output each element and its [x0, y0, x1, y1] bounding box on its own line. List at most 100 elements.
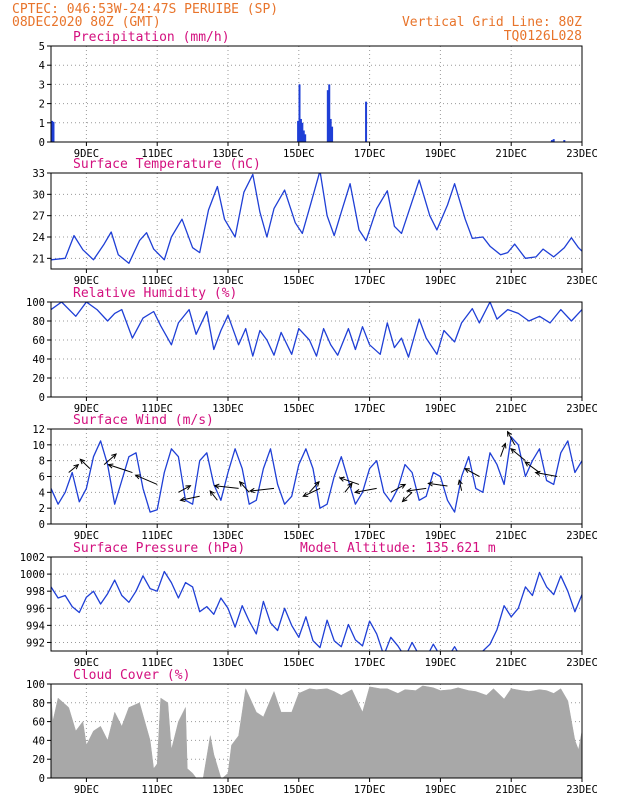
cloud-xtick-label: 11DEC — [141, 784, 173, 796]
panel-precipitation: Precipitation (mm/h) 0 1 2 3 4 5 9DEC 11DEC 13DE… — [39, 30, 598, 160]
wind-vector — [507, 431, 516, 446]
precip-frame — [50, 45, 583, 143]
rh-ytick-label: 40 — [32, 354, 45, 366]
temp-xtick-label: 23DEC — [566, 275, 598, 287]
pressure-frame — [50, 556, 583, 652]
pressure-xtick-label: 21DEC — [495, 657, 527, 669]
wind-arrowhead — [185, 485, 192, 491]
precip-xtick-label: 11DEC — [141, 148, 173, 160]
pressure-xtick-label: 11DEC — [141, 657, 173, 669]
wind-arrowhead — [302, 492, 309, 497]
cloud-frame — [50, 683, 583, 779]
wind-xtick-label: 13DEC — [212, 530, 244, 542]
wind-arrowhead — [457, 479, 463, 486]
wind-ytick-label: 0 — [39, 519, 45, 531]
rh-xtick-label: 11DEC — [141, 403, 173, 415]
cloud-xtick-label: 19DEC — [425, 784, 457, 796]
precip-xtick-label: 19DEC — [425, 148, 457, 160]
precip-bar — [328, 84, 331, 142]
cloud-area — [51, 685, 582, 778]
pressure-ytick-label: 996 — [26, 603, 45, 615]
precip-bar — [299, 118, 302, 142]
wind-ytick-label: 12 — [32, 424, 45, 436]
wind-vector — [344, 482, 353, 493]
cloud-xtick-label: 21DEC — [495, 784, 527, 796]
temp-ytick-label: 21 — [32, 253, 45, 265]
wind-arrowhead — [463, 468, 470, 473]
wind-xtick-label: 11DEC — [141, 530, 173, 542]
wind-vector — [406, 487, 427, 492]
wind-ytick-label: 4 — [39, 487, 45, 499]
precip-ytick-label: 1 — [39, 118, 45, 130]
precip-bar — [326, 90, 329, 142]
wind-arrowhead — [107, 463, 114, 469]
panel-pressure: Surface Pressure (hPa) Model Altitude: 1… — [20, 541, 598, 669]
wind-vector — [180, 495, 200, 501]
precip-ytick-label: 5 — [39, 41, 45, 53]
wind-ytick-label: 8 — [39, 456, 45, 468]
pressure-ytick-label: 992 — [26, 637, 45, 649]
cloud-ytick-label: 80 — [32, 698, 45, 710]
temp-xtick-label: 19DEC — [425, 275, 457, 287]
wind-xtick-label: 17DEC — [354, 530, 386, 542]
temp-frame — [50, 172, 583, 270]
pressure-xtick-label: 15DEC — [283, 657, 315, 669]
precip-series — [51, 84, 566, 142]
precip-bar — [365, 101, 368, 142]
wind-vector — [209, 490, 218, 501]
wind-vector — [135, 474, 158, 485]
temp-ytick-label: 27 — [32, 211, 45, 223]
pressure-ytick-label: 1002 — [20, 552, 45, 564]
wind-vector — [428, 482, 448, 487]
precip-ytick-label: 0 — [39, 137, 45, 149]
wind-vector — [239, 481, 250, 493]
humidity-title: Relative Humidity (%) — [73, 286, 237, 301]
precip-bar — [297, 120, 300, 142]
header-run-id: TQ0126L028 — [504, 29, 582, 44]
wind-arrowhead — [248, 487, 255, 494]
wind-arrowhead — [213, 483, 220, 489]
wind-frame — [50, 428, 583, 525]
wind-arrowhead — [134, 474, 141, 480]
wind-vector — [458, 480, 463, 491]
wind-xtick-label: 23DEC — [566, 530, 598, 542]
precip-xtick-label: 15DEC — [283, 148, 315, 160]
wind-arrowhead — [338, 476, 345, 482]
precip-ytick-label: 2 — [39, 99, 45, 111]
wind-vector — [339, 477, 360, 485]
cloud-ytick-label: 40 — [32, 735, 45, 747]
wind-vector — [214, 485, 239, 489]
wind-vector — [103, 453, 117, 466]
panel-humidity: Relative Humidity (%) 0 20 40 60 80 100 9DEC 11… — [26, 286, 598, 415]
cloud-xtick-label: 23DEC — [566, 784, 598, 796]
precipitation-title: Precipitation (mm/h) — [73, 30, 230, 45]
rh-series — [51, 302, 582, 358]
precip-xtick-label: 9DEC — [74, 148, 99, 160]
precip-bar — [304, 134, 307, 142]
cloud-ytick-label: 60 — [32, 717, 45, 729]
wind-vector — [249, 487, 275, 492]
temp-ytick-label: 24 — [32, 232, 45, 244]
temp-line — [51, 173, 582, 264]
cloud-xtick-label: 9DEC — [74, 784, 99, 796]
wind-arrowhead — [400, 483, 407, 489]
rh-xtick-label: 15DEC — [283, 403, 315, 415]
precip-xtick-label: 13DEC — [212, 148, 244, 160]
temp-series — [51, 173, 582, 264]
wind-vector — [524, 461, 540, 473]
precip-bar — [563, 140, 566, 142]
panel-wind: Surface Wind (m/s) 0 2 4 6 8 10 12 9DEC 11DEC 13D… — [32, 413, 597, 542]
precip-bar — [301, 122, 304, 142]
wind-arrowhead — [79, 458, 86, 465]
header-location: CPTEC: 046:53W-24:47S PERUIBE (SP) — [12, 2, 278, 17]
wind-arrowhead — [73, 463, 80, 470]
cloud-xtick-label: 17DEC — [354, 784, 386, 796]
cloud-xtick-label: 15DEC — [283, 784, 315, 796]
rh-xtick-label: 19DEC — [425, 403, 457, 415]
precip-xtick-label: 17DEC — [354, 148, 386, 160]
precip-xtick-label: 21DEC — [495, 148, 527, 160]
wind-vector — [108, 464, 133, 474]
wind-arrowhead — [506, 430, 512, 437]
cloud-xtick-label: 13DEC — [212, 784, 244, 796]
